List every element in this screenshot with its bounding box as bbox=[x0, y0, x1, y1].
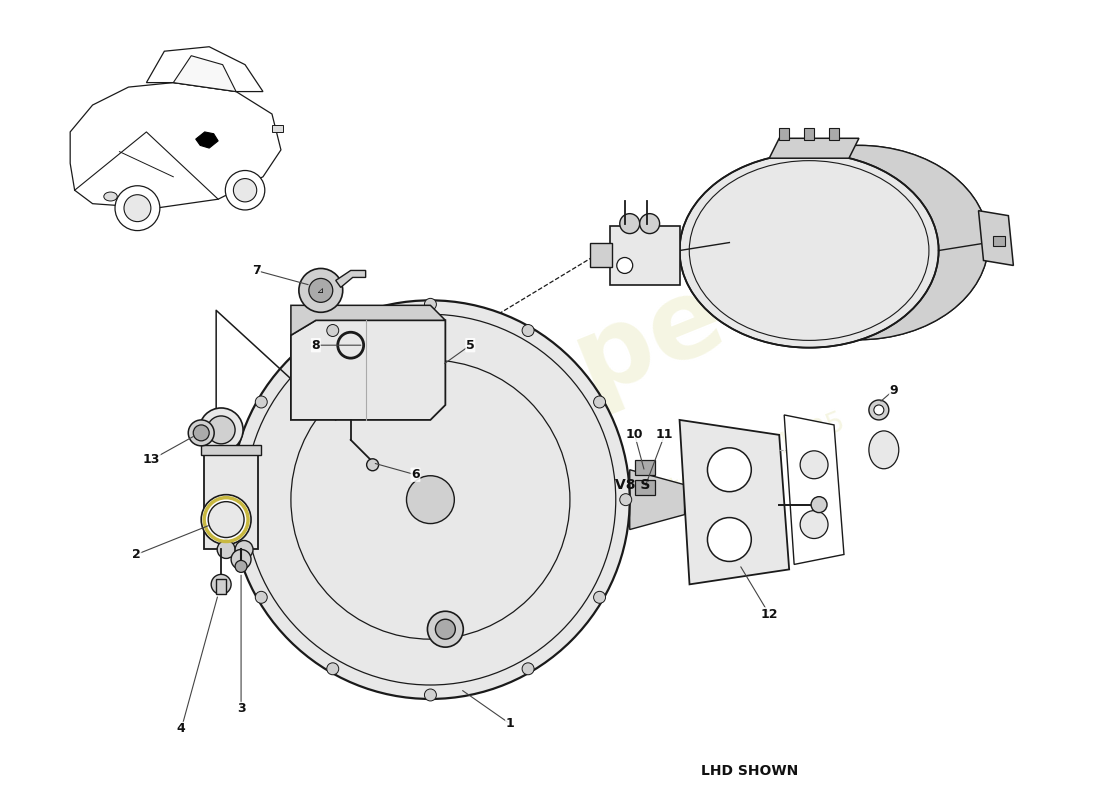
Circle shape bbox=[522, 663, 535, 674]
Text: 7: 7 bbox=[252, 264, 261, 277]
Circle shape bbox=[299, 269, 343, 312]
Circle shape bbox=[522, 325, 535, 337]
Text: V8 S: V8 S bbox=[615, 478, 650, 492]
Circle shape bbox=[617, 258, 632, 274]
Circle shape bbox=[407, 476, 454, 523]
Circle shape bbox=[229, 494, 241, 506]
Text: ⊿: ⊿ bbox=[317, 286, 324, 295]
Bar bbox=[804, 128, 814, 140]
Circle shape bbox=[233, 178, 256, 202]
Bar bbox=[993, 235, 1005, 246]
Circle shape bbox=[207, 416, 235, 444]
Ellipse shape bbox=[680, 154, 938, 348]
Ellipse shape bbox=[729, 146, 989, 340]
Circle shape bbox=[800, 451, 828, 478]
Circle shape bbox=[194, 425, 209, 441]
Circle shape bbox=[800, 510, 828, 538]
Text: 9: 9 bbox=[890, 383, 898, 397]
Polygon shape bbox=[290, 306, 446, 335]
Text: 5: 5 bbox=[466, 338, 475, 352]
Circle shape bbox=[436, 619, 455, 639]
Polygon shape bbox=[174, 56, 236, 91]
Circle shape bbox=[873, 405, 883, 415]
Polygon shape bbox=[680, 420, 789, 584]
Circle shape bbox=[217, 541, 235, 558]
Circle shape bbox=[640, 214, 660, 234]
Circle shape bbox=[707, 518, 751, 562]
Circle shape bbox=[235, 541, 253, 558]
Polygon shape bbox=[290, 320, 446, 420]
Bar bbox=[272, 125, 283, 132]
Circle shape bbox=[811, 497, 827, 513]
Ellipse shape bbox=[103, 192, 118, 201]
Text: 13: 13 bbox=[143, 454, 161, 466]
Circle shape bbox=[425, 689, 437, 701]
Polygon shape bbox=[784, 415, 844, 565]
Circle shape bbox=[231, 300, 629, 699]
Circle shape bbox=[327, 663, 339, 674]
Circle shape bbox=[231, 550, 251, 570]
Polygon shape bbox=[205, 453, 258, 550]
Text: 11: 11 bbox=[656, 428, 673, 442]
Circle shape bbox=[425, 298, 437, 310]
Bar bbox=[635, 480, 654, 494]
Text: a passion for parts since 1985: a passion for parts since 1985 bbox=[450, 408, 849, 591]
Circle shape bbox=[201, 494, 251, 545]
Bar bbox=[829, 128, 839, 140]
Ellipse shape bbox=[869, 431, 899, 469]
Polygon shape bbox=[201, 445, 261, 455]
Text: 10: 10 bbox=[626, 428, 644, 442]
Polygon shape bbox=[979, 210, 1013, 266]
Bar bbox=[779, 128, 789, 140]
Text: 8: 8 bbox=[311, 338, 320, 352]
Circle shape bbox=[309, 278, 333, 302]
Circle shape bbox=[211, 574, 231, 594]
Circle shape bbox=[594, 591, 605, 603]
Circle shape bbox=[707, 448, 751, 492]
Bar bbox=[635, 460, 654, 474]
Circle shape bbox=[327, 325, 339, 337]
Polygon shape bbox=[70, 82, 280, 208]
Circle shape bbox=[619, 214, 640, 234]
Text: 2: 2 bbox=[132, 548, 141, 561]
Circle shape bbox=[869, 400, 889, 420]
Circle shape bbox=[255, 396, 267, 408]
Polygon shape bbox=[336, 270, 365, 287]
Text: 6: 6 bbox=[411, 468, 420, 482]
Circle shape bbox=[124, 194, 151, 222]
Polygon shape bbox=[769, 138, 859, 158]
Text: eurospecs: eurospecs bbox=[241, 214, 859, 546]
Circle shape bbox=[226, 170, 265, 210]
Circle shape bbox=[255, 591, 267, 603]
Text: 12: 12 bbox=[760, 608, 778, 621]
Circle shape bbox=[188, 420, 214, 446]
Circle shape bbox=[428, 611, 463, 647]
Circle shape bbox=[619, 494, 631, 506]
Circle shape bbox=[199, 408, 243, 452]
Circle shape bbox=[116, 186, 160, 230]
Text: LHD SHOWN: LHD SHOWN bbox=[701, 764, 798, 778]
Circle shape bbox=[594, 396, 605, 408]
Text: 1: 1 bbox=[506, 718, 515, 730]
Text: 3: 3 bbox=[236, 702, 245, 715]
Circle shape bbox=[235, 561, 248, 572]
Polygon shape bbox=[629, 470, 684, 530]
Circle shape bbox=[366, 458, 378, 470]
Circle shape bbox=[208, 502, 244, 538]
Ellipse shape bbox=[141, 202, 152, 209]
Bar bbox=[590, 242, 612, 267]
Polygon shape bbox=[146, 46, 263, 91]
Polygon shape bbox=[196, 132, 218, 148]
Polygon shape bbox=[609, 226, 680, 286]
Text: 4: 4 bbox=[177, 722, 186, 735]
Bar bbox=[217, 579, 227, 594]
